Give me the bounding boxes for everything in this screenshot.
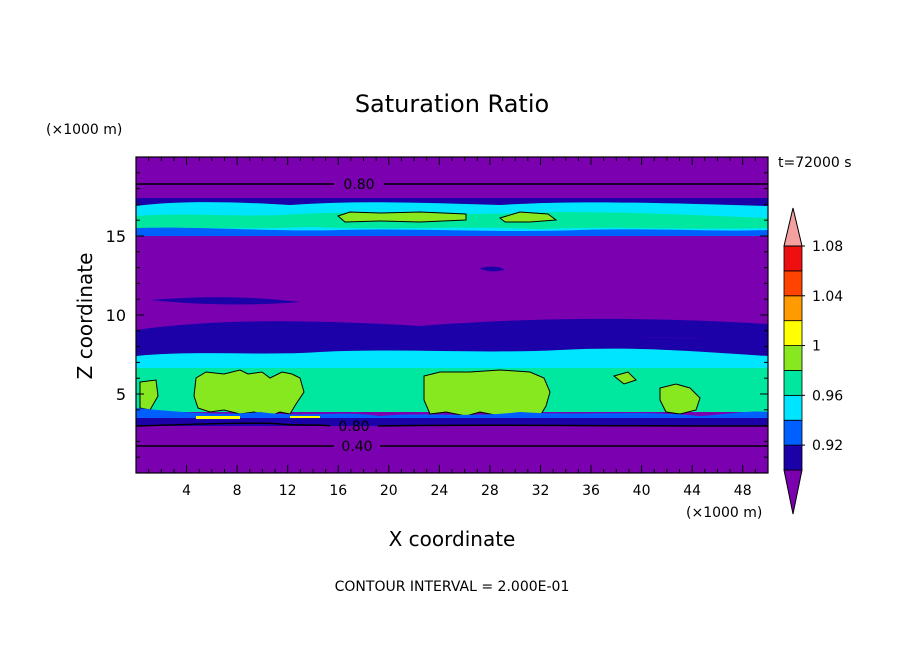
x-tick-label: 32 [532, 483, 550, 499]
lower-deep-band [136, 418, 768, 426]
plot-area [136, 157, 768, 473]
lower-lime-patch-1 [139, 379, 159, 411]
yellow-flecks [196, 416, 320, 419]
lower-lime-patch-5 [612, 371, 637, 385]
y-tick-label: 10 [106, 306, 126, 325]
y-unit-label: (×1000 m) [46, 122, 122, 138]
x-tick-label: 20 [380, 483, 398, 499]
x-tick-label: 12 [279, 483, 297, 499]
x-tick-label: 48 [734, 483, 752, 499]
x-tick-label: 40 [633, 483, 651, 499]
contour-label-0.80-top: 0.80 [343, 177, 374, 193]
x-axis-label: X coordinate [389, 527, 516, 551]
chart-title: Saturation Ratio [355, 90, 549, 118]
colorbar-label: 1 [812, 339, 821, 355]
x-tick-label: 24 [430, 483, 448, 499]
upper-lime-patch-2 [498, 211, 558, 223]
x-tick-label: 44 [683, 483, 701, 499]
x-tick-label: 8 [233, 483, 242, 499]
colorbar-swatch [783, 370, 803, 396]
colorbar-extend-low [783, 469, 803, 515]
x-unit-label: (×1000 m) [686, 505, 762, 521]
colorbar-label: 1.08 [812, 239, 843, 255]
colorbar-swatch [783, 320, 803, 346]
contour-label-0.40: 0.40 [341, 439, 372, 455]
colorbar-swatch [783, 394, 803, 421]
y-tick-label: 15 [106, 227, 126, 246]
colorbar-swatch [783, 270, 803, 297]
contour-lines [135, 183, 769, 447]
y-axis-ticks: 5 10 15 [106, 172, 768, 458]
colorbar: 0.92 0.96 1 1.04 1.08 [783, 207, 843, 515]
colorbar-swatch [783, 444, 803, 471]
y-axis-label: Z coordinate [73, 253, 97, 380]
contour-line-0.80-low [135, 422, 769, 427]
colorbar-swatch [783, 345, 803, 371]
colorbar-label: 0.96 [812, 388, 843, 404]
contour-interval-note: CONTOUR INTERVAL = 2.000E-01 [335, 579, 570, 595]
x-tick-label: 16 [329, 483, 347, 499]
y-tick-label: 5 [116, 385, 126, 404]
colorbar-swatch [783, 419, 803, 446]
upper-blue-edge [136, 227, 768, 236]
time-label: t=72000 s [778, 155, 852, 171]
contour-label-0.80-low: 0.80 [338, 419, 369, 435]
colorbar-extend-high [783, 207, 803, 247]
x-tick-label: 36 [582, 483, 600, 499]
mid-streak-3 [136, 318, 768, 342]
mid-streak-2 [480, 266, 505, 272]
colorbar-swatch [783, 295, 803, 322]
lower-cyan-band [136, 348, 768, 372]
colorbar-label: 0.92 [812, 438, 843, 454]
lower-lime-patch-3 [423, 369, 551, 417]
lower-lime-patch-2 [193, 369, 305, 417]
x-tick-label: 28 [481, 483, 499, 499]
x-tick-label: 4 [182, 483, 191, 499]
colorbar-swatch [783, 245, 803, 272]
x-axis-ticks: 4 8 12 16 20 24 28 32 36 40 44 48 [148, 157, 756, 499]
colorbar-label: 1.04 [812, 289, 843, 305]
upper-lime-patch-1 [337, 211, 467, 223]
mid-streak-1 [150, 297, 300, 305]
lower-lime-patch-4 [659, 383, 701, 415]
